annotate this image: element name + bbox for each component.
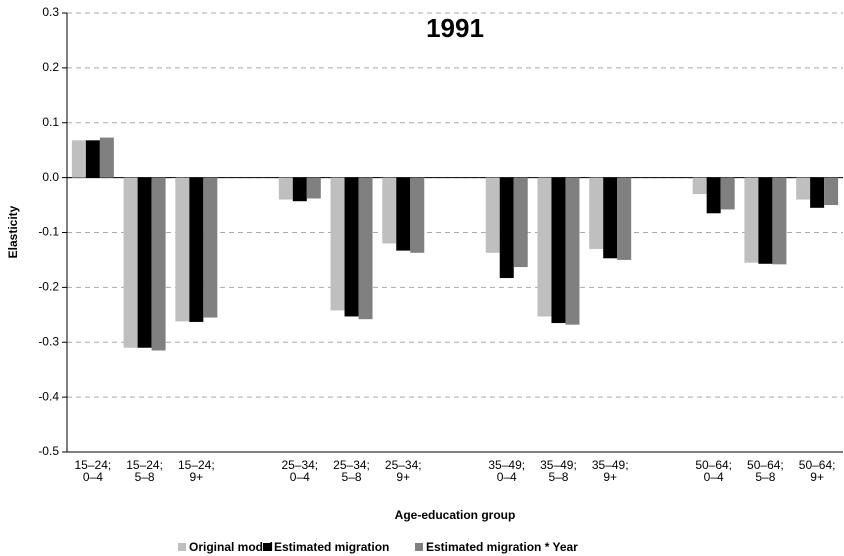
- x-tick-label: 25–34;: [281, 458, 318, 472]
- legend-label: Estimated migration * Year: [426, 540, 578, 554]
- x-tick-label: 25–34;: [385, 458, 422, 472]
- bar: [810, 177, 825, 208]
- x-tick-label: 35–49;: [488, 458, 525, 472]
- x-tick-label: 5–8: [135, 470, 155, 484]
- bar: [137, 177, 152, 348]
- bar: [330, 177, 345, 311]
- bar: [589, 177, 604, 249]
- legend-label: Estimated migration: [274, 540, 389, 554]
- bar: [758, 177, 773, 264]
- x-tick-label: 9+: [603, 470, 617, 484]
- bar: [796, 177, 811, 200]
- x-tick-label: 0–4: [83, 470, 103, 484]
- x-tick-label: 9+: [810, 470, 824, 484]
- bar: [772, 177, 787, 265]
- x-tick-label: 5–8: [342, 470, 362, 484]
- bar: [71, 140, 86, 178]
- y-tick-label: -0.3: [38, 334, 59, 348]
- bar: [358, 177, 373, 320]
- x-tick-label: 0–4: [290, 470, 310, 484]
- bar: [499, 177, 514, 279]
- y-tick-label: -0.4: [38, 389, 59, 403]
- bar: [551, 177, 566, 324]
- bar: [203, 177, 218, 318]
- x-tick-label: 50–64;: [747, 458, 784, 472]
- bar: [706, 177, 721, 214]
- x-tick-label: 5–8: [755, 470, 775, 484]
- x-tick-label: 15–24;: [178, 458, 215, 472]
- bar: [99, 137, 114, 178]
- bar: [151, 177, 166, 351]
- bar: [175, 177, 190, 322]
- y-tick-label: 0.3: [42, 5, 59, 19]
- bar: [744, 177, 759, 263]
- y-tick-label: 0.1: [42, 115, 59, 129]
- bar: [617, 177, 632, 260]
- y-tick-label: 0.2: [42, 60, 59, 74]
- x-tick-label: 5–8: [548, 470, 568, 484]
- x-tick-label: 35–49;: [592, 458, 629, 472]
- legend-swatch: [263, 543, 271, 551]
- x-tick-label: 9+: [189, 470, 203, 484]
- y-tick-label: -0.5: [38, 444, 59, 458]
- x-tick-label: 15–24;: [126, 458, 163, 472]
- x-tick-label: 0–4: [704, 470, 724, 484]
- bar: [485, 177, 500, 253]
- bar: [537, 177, 552, 317]
- bar: [278, 177, 293, 200]
- x-tick-label: 0–4: [497, 470, 517, 484]
- bar: [603, 177, 618, 259]
- y-tick-label: 0.0: [42, 170, 59, 184]
- y-axis-label: Elasticity: [6, 205, 20, 258]
- bar: [410, 177, 425, 253]
- bar: [123, 177, 138, 348]
- y-tick-label: -0.2: [38, 280, 59, 294]
- chart-title: 1991: [426, 13, 484, 43]
- legend-swatch: [415, 543, 423, 551]
- x-axis-label: Age-education group: [395, 508, 516, 522]
- bar: [85, 140, 100, 178]
- bar: [396, 177, 411, 251]
- x-tick-label: 9+: [396, 470, 410, 484]
- y-tick-label: -0.1: [38, 225, 59, 239]
- bar: [382, 177, 397, 244]
- bar: [306, 177, 321, 199]
- legend-label: Original model: [189, 540, 273, 554]
- bar: [824, 177, 839, 206]
- bar: [565, 177, 580, 325]
- bar: [692, 177, 707, 195]
- bar: [189, 177, 204, 322]
- legend-swatch: [178, 543, 186, 551]
- x-tick-label: 35–49;: [540, 458, 577, 472]
- bar: [513, 177, 528, 268]
- x-tick-label: 50–64;: [695, 458, 732, 472]
- bar: [344, 177, 359, 317]
- x-tick-label: 25–34;: [333, 458, 370, 472]
- bar: [720, 177, 735, 210]
- x-tick-label: 15–24;: [75, 458, 112, 472]
- x-tick-label: 50–64;: [799, 458, 836, 472]
- bar: [292, 177, 307, 202]
